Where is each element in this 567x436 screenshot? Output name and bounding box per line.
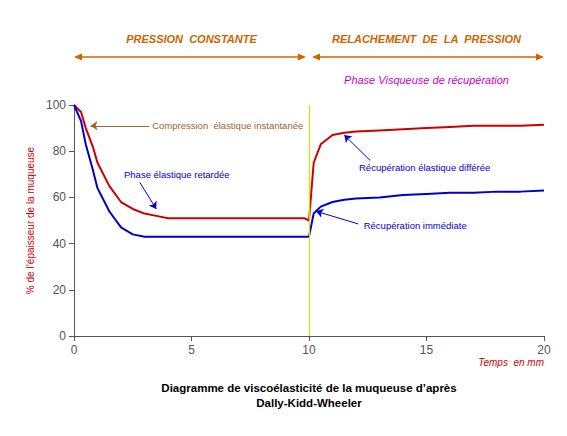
svg-text:% de l’épaisseur de la muqueus: % de l’épaisseur de la muqueuse — [25, 146, 36, 294]
svg-text:Phase élastique retardée: Phase élastique retardée — [124, 169, 230, 180]
svg-text:20: 20 — [537, 343, 551, 357]
svg-text:Dally-Kidd-Wheeler: Dally-Kidd-Wheeler — [256, 397, 362, 409]
svg-text:40: 40 — [53, 237, 67, 251]
svg-text:Phase Visqueuse de récupératio: Phase Visqueuse de récupération — [344, 74, 509, 86]
svg-text:Récupération élastique différé: Récupération élastique différée — [359, 162, 490, 173]
svg-text:80: 80 — [53, 144, 67, 158]
svg-text:15: 15 — [420, 343, 434, 357]
svg-text:0: 0 — [59, 329, 66, 343]
svg-text:PRESSION CONSTANTE: PRESSION CONSTANTE — [126, 33, 257, 45]
svg-text:5: 5 — [188, 343, 195, 357]
svg-text:Diagramme de viscoélasticité d: Diagramme de viscoélasticité de la muque… — [161, 382, 456, 394]
svg-text:Temps en mm: Temps en mm — [478, 357, 544, 368]
svg-text:10: 10 — [302, 343, 316, 357]
svg-text:60: 60 — [53, 190, 67, 204]
svg-text:Compression élastique instant: Compression élastique instantanée — [152, 120, 303, 131]
svg-text:0: 0 — [71, 343, 78, 357]
svg-text:100: 100 — [46, 98, 66, 112]
svg-text:20: 20 — [53, 283, 67, 297]
svg-text:Récupération immédiate: Récupération immédiate — [364, 220, 467, 231]
svg-text:RELACHEMENT DE LA PRESSION: RELACHEMENT DE LA PRESSION — [332, 33, 522, 45]
